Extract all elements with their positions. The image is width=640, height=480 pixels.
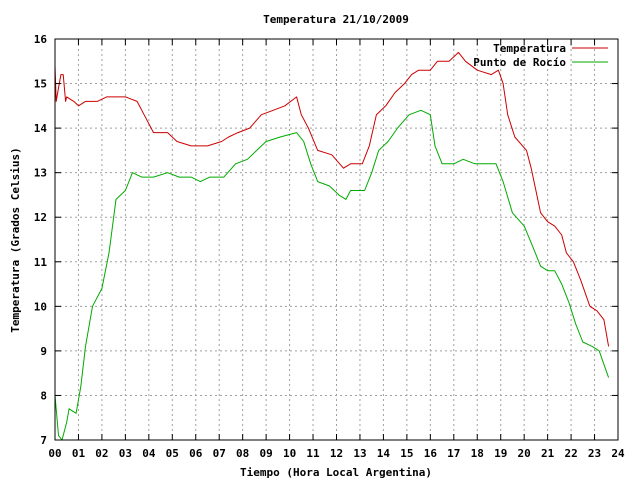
chart-title: Temperatura 21/10/2009	[263, 13, 409, 26]
x-tick-label: 06	[189, 447, 203, 460]
x-tick-label: 01	[72, 447, 86, 460]
x-tick-label: 09	[260, 447, 273, 460]
y-tick-label: 16	[34, 33, 48, 46]
x-tick-label: 23	[588, 447, 601, 460]
x-tick-label: 14	[377, 447, 391, 460]
ticks	[54, 38, 619, 441]
series-layer	[54, 51, 610, 441]
x-tick-label: 13	[353, 447, 366, 460]
y-tick-label: 13	[34, 167, 47, 180]
x-tick-label: 15	[400, 447, 413, 460]
x-tick-label: 20	[518, 447, 531, 460]
x-tick-label: 21	[541, 447, 555, 460]
y-axis-label: Temperatura (Grados Celsius)	[9, 147, 22, 332]
x-tick-label: 04	[142, 447, 156, 460]
y-tick-label: 8	[40, 389, 47, 402]
y-tick-label: 12	[34, 211, 47, 224]
x-tick-label: 12	[330, 447, 343, 460]
x-axis-label: Tiempo (Hora Local Argentina)	[240, 466, 432, 479]
y-tick-label: 15	[34, 78, 47, 91]
grid	[55, 39, 618, 440]
x-tick-label: 03	[119, 447, 132, 460]
y-tick-labels: 7 8 9 10 11 12 13 14 15 16	[34, 33, 48, 447]
x-tick-label: 17	[447, 447, 460, 460]
x-tick-label: 10	[283, 447, 296, 460]
x-tick-label: 19	[494, 447, 507, 460]
x-tick-label: 16	[424, 447, 438, 460]
y-tick-label: 11	[34, 256, 48, 269]
x-tick-label: 02	[95, 447, 108, 460]
y-tick-label: 7	[40, 434, 47, 447]
legend-label-temperatura: Temperatura	[493, 42, 566, 55]
legend: Temperatura Punto de Rocío	[473, 42, 608, 69]
x-tick-label: 07	[213, 447, 226, 460]
x-tick-label: 24	[611, 447, 625, 460]
x-tick-label: 18	[471, 447, 484, 460]
x-tick-labels: 00 01 02 03 04 05 06 07 08 09 10 11 12 13 14 15 16 17 18 19…	[48, 447, 625, 460]
x-tick-label: 05	[166, 447, 179, 460]
y-tick-label: 9	[40, 345, 47, 358]
x-tick-label: 11	[306, 447, 320, 460]
legend-label-punto-de-rocio: Punto de Rocío	[473, 56, 566, 69]
x-tick-label: 22	[564, 447, 577, 460]
y-tick-label: 14	[34, 122, 48, 135]
x-tick-label: 08	[236, 447, 249, 460]
y-tick-label: 10	[34, 300, 47, 313]
series-line-punto-de-rocio	[54, 109, 610, 441]
series-line-temperatura	[54, 51, 610, 347]
x-tick-label: 00	[48, 447, 61, 460]
